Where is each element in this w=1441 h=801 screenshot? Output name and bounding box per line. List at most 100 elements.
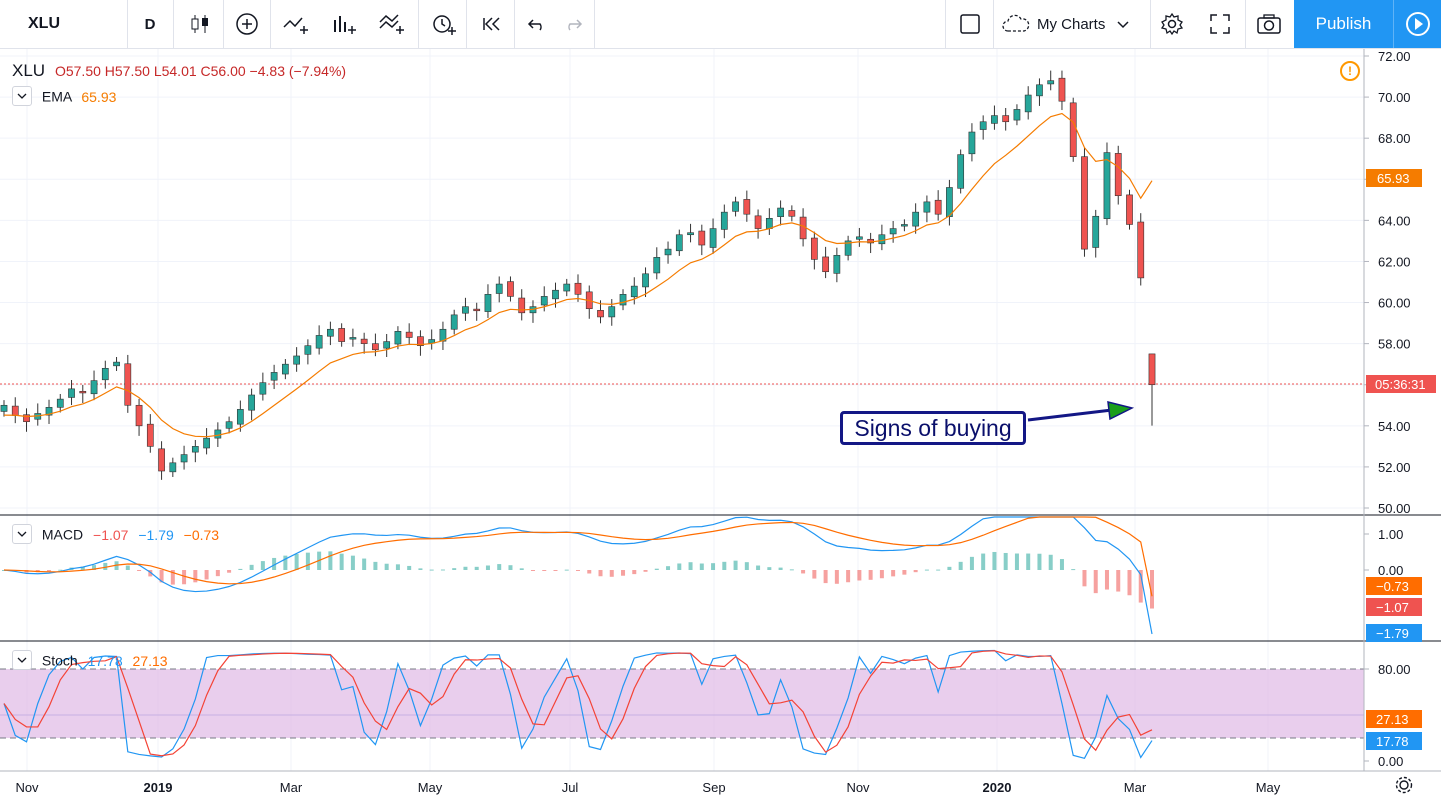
layout-icon[interactable]: [950, 0, 990, 48]
gear-icon[interactable]: [1152, 0, 1192, 48]
histogram-bar: [879, 570, 884, 579]
candle-body: [1137, 221, 1145, 279]
stoch-k-badge-bg: [1366, 732, 1422, 750]
histogram-bar: [801, 570, 806, 574]
candle-body: [293, 355, 300, 365]
histogram-bar: [666, 566, 671, 570]
candle-body: [844, 240, 852, 256]
stoch-d-badge: 27.13: [1376, 712, 1409, 727]
histogram-bar: [339, 553, 344, 570]
histogram-bar: [609, 570, 614, 577]
candle-body: [934, 199, 942, 215]
histogram-bar: [1093, 570, 1098, 594]
candle-body: [495, 283, 503, 294]
candle-body: [518, 297, 526, 314]
histogram-bar: [564, 569, 569, 571]
interval-button[interactable]: D: [144, 15, 156, 33]
histogram-bar: [103, 562, 108, 570]
candle-body: [574, 282, 582, 295]
macd-signal-badge: −0.73: [1376, 579, 1409, 594]
replay-icon[interactable]: [472, 0, 512, 48]
scale-settings-gear-icon[interactable]: [1395, 776, 1413, 794]
macd-hist-badge-bg: [1366, 598, 1422, 616]
stoch-band: [0, 669, 1364, 738]
histogram-bar: [328, 551, 333, 570]
publish-button[interactable]: Publish: [1294, 0, 1393, 48]
stoch-legend-toggle-icon[interactable]: [12, 650, 32, 670]
top-toolbar: XLU D My Charts: [0, 0, 1441, 49]
histogram-bar: [823, 570, 828, 584]
candle-body: [754, 215, 762, 229]
candle-body: [1114, 153, 1122, 197]
histogram-bar: [789, 569, 794, 571]
histogram-bar: [350, 555, 355, 570]
annotation-callout[interactable]: Signs of buying: [840, 411, 1026, 445]
candle-body: [462, 306, 469, 314]
candle-body: [833, 254, 841, 274]
price-axis[interactable]: 72.0070.0068.0066.0064.0062.0060.0058.00…: [1364, 49, 1411, 769]
histogram-bar: [137, 570, 142, 571]
candle-body: [1002, 115, 1010, 123]
histogram-bar: [969, 556, 974, 570]
candle-body: [372, 343, 379, 351]
histogram-bar: [868, 570, 873, 580]
candle-body: [810, 237, 818, 260]
symbol-search-button[interactable]: XLU: [28, 15, 60, 32]
warning-icon[interactable]: !: [1340, 61, 1360, 81]
histogram-bar: [204, 570, 209, 580]
histogram-bar: [1048, 554, 1053, 570]
histogram-bar: [677, 563, 682, 570]
histogram-bar: [272, 557, 277, 570]
candle-body: [743, 199, 751, 215]
camera-icon[interactable]: [1248, 0, 1290, 48]
histogram-bar: [1127, 570, 1132, 596]
price-tick-label: 68.00: [1378, 131, 1411, 146]
redo-icon[interactable]: [554, 0, 592, 48]
candle-body: [405, 331, 413, 338]
price-tick-label: 50.00: [1378, 501, 1411, 516]
candle-body: [1013, 109, 1021, 121]
time-axis[interactable]: Nov 2019 Mar May Jul Sep Nov 2020 Mar May: [15, 780, 1280, 795]
undo-icon[interactable]: [518, 0, 556, 48]
fullscreen-icon[interactable]: [1198, 0, 1242, 48]
macd-legend-label: MACD: [41, 526, 84, 543]
financials-icon[interactable]: [322, 0, 366, 48]
candle-body: [225, 421, 233, 429]
candle-body: [68, 388, 75, 398]
candle-body: [597, 310, 604, 318]
my-charts-button[interactable]: My Charts: [1000, 0, 1150, 48]
price-chart[interactable]: 72.0070.0068.0066.0064.0062.0060.0058.00…: [0, 49, 1441, 801]
histogram-bar: [891, 570, 896, 577]
candle-body: [777, 207, 784, 217]
macd-legend-toggle-icon[interactable]: [12, 524, 32, 544]
candle-body: [304, 345, 312, 355]
candle-body: [158, 448, 165, 472]
my-charts-label: My Charts: [1037, 15, 1106, 33]
histogram-bar: [1037, 553, 1042, 570]
candle-body: [1126, 194, 1133, 225]
indicators-icon[interactable]: [276, 0, 316, 48]
candle-body: [1148, 353, 1156, 386]
compare-add-icon[interactable]: [226, 0, 268, 48]
candle-body: [236, 409, 244, 425]
histogram-bar: [981, 553, 986, 570]
candle-body: [383, 341, 391, 349]
histogram-bar: [1059, 559, 1064, 570]
candle-body: [0, 404, 8, 412]
histogram-bar: [778, 567, 783, 570]
histogram-bar: [913, 570, 918, 573]
histogram-bar: [373, 561, 378, 570]
histogram-bar: [92, 565, 97, 570]
candle-body: [259, 382, 267, 395]
play-icon[interactable]: [1393, 0, 1441, 48]
histogram-bar: [260, 561, 265, 570]
histogram-bar: [643, 570, 648, 572]
macd-signal-line: [3, 516, 1153, 597]
ema-legend-toggle-icon[interactable]: [12, 86, 32, 106]
templates-icon[interactable]: [370, 0, 414, 48]
histogram-bar: [519, 568, 524, 570]
histogram-bar: [846, 570, 851, 583]
histogram-bar: [508, 565, 513, 570]
alert-icon[interactable]: [424, 0, 464, 48]
candle-style-icon[interactable]: [180, 0, 220, 48]
